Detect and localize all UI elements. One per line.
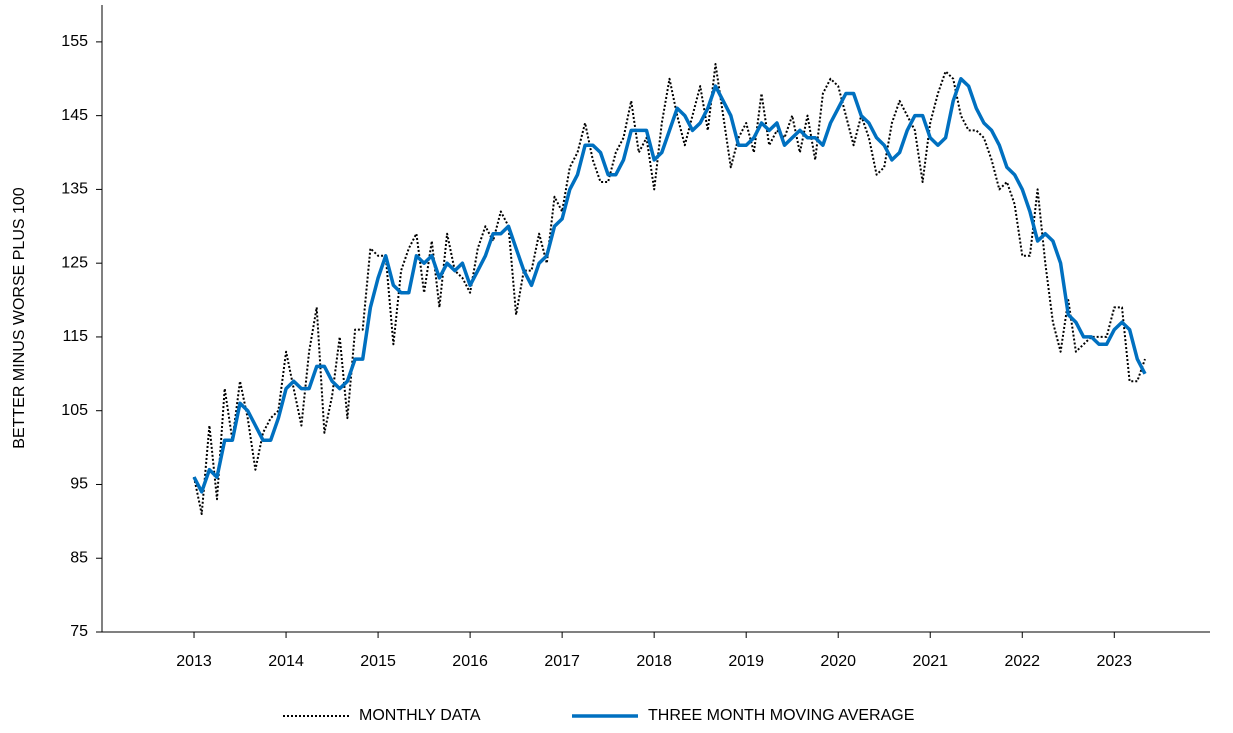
- y-axis-label: BETTER MINUS WORSE PLUS 100: [11, 187, 28, 448]
- x-tick-label: 2023: [1096, 653, 1132, 670]
- x-tick-label: 2021: [912, 653, 948, 670]
- x-tick-label: 2019: [728, 653, 764, 670]
- x-tick-label: 2017: [544, 653, 580, 670]
- y-tick-label: 95: [70, 476, 88, 493]
- y-tick-label: 85: [70, 549, 88, 566]
- series-line: [192, 77, 1147, 494]
- y-tick-label: 115: [62, 328, 88, 345]
- y-tick-label: 125: [61, 254, 88, 271]
- x-tick-label: 2016: [452, 653, 488, 670]
- x-tick-label: 2015: [360, 653, 396, 670]
- x-tick-label: 2014: [268, 653, 304, 670]
- x-tick-label: 2018: [636, 653, 672, 670]
- y-tick-label: 75: [70, 623, 88, 640]
- x-tick-label: 2022: [1004, 653, 1040, 670]
- y-tick-label: 155: [61, 33, 88, 50]
- y-tick-label: 145: [61, 107, 88, 124]
- series-line: [193, 63, 1146, 515]
- legend-label: MONTHLY DATA: [359, 707, 481, 724]
- legend-label: THREE MONTH MOVING AVERAGE: [648, 707, 914, 724]
- x-tick-label: 2013: [176, 653, 212, 670]
- x-tick-label: 2020: [820, 653, 856, 670]
- y-tick-label: 105: [61, 402, 88, 419]
- y-tick-label: 135: [61, 181, 88, 198]
